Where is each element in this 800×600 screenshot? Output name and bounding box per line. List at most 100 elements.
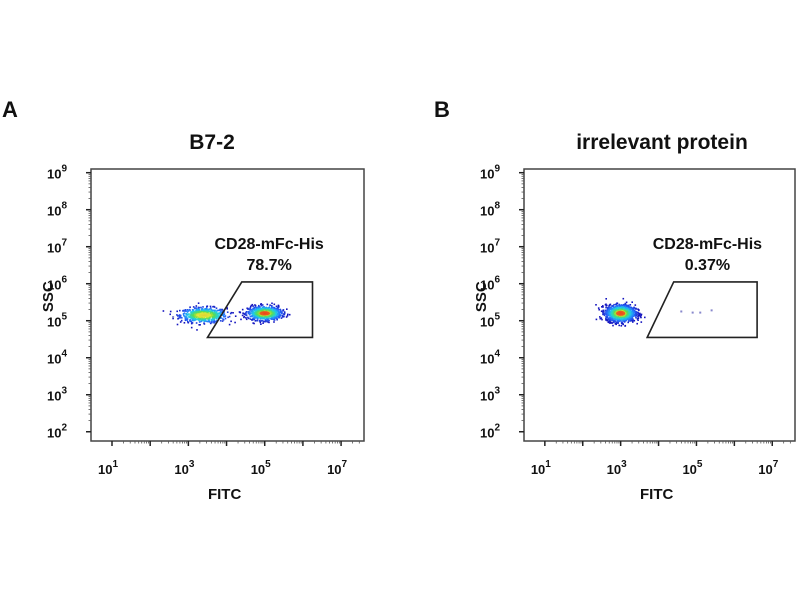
data-point bbox=[257, 312, 259, 314]
data-point bbox=[258, 319, 261, 322]
data-point bbox=[597, 307, 600, 309]
data-point bbox=[254, 307, 256, 310]
gate-polygon[interactable] bbox=[206, 281, 314, 339]
data-point bbox=[628, 309, 631, 312]
data-point bbox=[616, 305, 619, 307]
data-point bbox=[262, 322, 264, 324]
data-point bbox=[632, 307, 634, 309]
data-point bbox=[628, 308, 630, 311]
data-point bbox=[602, 313, 604, 315]
data-point bbox=[201, 308, 203, 310]
data-point bbox=[264, 317, 266, 320]
data-point bbox=[283, 311, 286, 313]
data-point bbox=[625, 319, 627, 322]
data-point bbox=[275, 307, 278, 310]
data-point bbox=[608, 309, 610, 312]
data-point bbox=[228, 323, 231, 326]
x-tick-label: 105 bbox=[682, 459, 702, 477]
data-point bbox=[254, 312, 256, 315]
data-point bbox=[622, 306, 625, 309]
y-tick-label: 103 bbox=[480, 386, 500, 404]
data-point bbox=[211, 309, 214, 311]
data-point bbox=[611, 307, 614, 310]
data-point bbox=[637, 317, 640, 319]
data-point bbox=[252, 313, 255, 316]
data-point bbox=[266, 315, 269, 317]
data-point bbox=[269, 311, 272, 314]
data-point bbox=[277, 304, 280, 307]
data-point bbox=[255, 307, 258, 309]
data-point bbox=[223, 313, 226, 316]
data-point bbox=[254, 320, 257, 322]
data-point bbox=[605, 316, 607, 318]
y-tick-label: 107 bbox=[480, 238, 500, 256]
data-point bbox=[254, 304, 256, 306]
data-point bbox=[632, 310, 634, 313]
data-point bbox=[618, 304, 620, 306]
data-point bbox=[629, 308, 631, 310]
data-point bbox=[631, 312, 634, 315]
data-point bbox=[258, 314, 260, 316]
data-point bbox=[631, 301, 633, 303]
data-point bbox=[207, 320, 210, 323]
data-point bbox=[608, 313, 611, 315]
data-point bbox=[637, 315, 639, 318]
data-point bbox=[629, 310, 631, 313]
data-point bbox=[249, 307, 252, 309]
data-point bbox=[621, 321, 623, 323]
data-point bbox=[260, 304, 263, 307]
gate-polygon[interactable] bbox=[645, 281, 758, 339]
data-point bbox=[253, 322, 255, 325]
data-point bbox=[209, 311, 212, 313]
data-point bbox=[250, 312, 252, 315]
data-point bbox=[271, 302, 273, 305]
data-point bbox=[213, 306, 216, 308]
data-point bbox=[277, 313, 279, 316]
data-point bbox=[249, 318, 252, 320]
data-point bbox=[197, 306, 200, 309]
data-point bbox=[209, 317, 211, 320]
data-point bbox=[253, 306, 256, 309]
data-point bbox=[639, 312, 641, 315]
outlier-point bbox=[710, 309, 713, 312]
data-point bbox=[195, 308, 198, 311]
scatter-points bbox=[595, 297, 713, 327]
data-point bbox=[614, 318, 616, 320]
data-point bbox=[286, 315, 289, 317]
data-point bbox=[613, 307, 615, 310]
data-point bbox=[177, 318, 179, 320]
data-point bbox=[269, 309, 271, 312]
data-point bbox=[638, 313, 641, 316]
data-point bbox=[288, 313, 291, 316]
data-point bbox=[631, 317, 634, 320]
data-point bbox=[187, 313, 189, 315]
data-point bbox=[619, 307, 621, 309]
data-point bbox=[637, 309, 640, 311]
data-point bbox=[271, 306, 273, 308]
y-tick-label: 108 bbox=[480, 201, 500, 219]
data-point bbox=[634, 304, 637, 306]
data-point bbox=[614, 306, 617, 308]
data-point bbox=[192, 318, 194, 321]
data-point bbox=[191, 309, 194, 311]
data-point bbox=[274, 313, 276, 316]
data-point bbox=[219, 317, 222, 319]
data-point bbox=[254, 311, 256, 314]
data-point bbox=[194, 314, 197, 316]
data-point bbox=[269, 304, 271, 306]
data-point bbox=[253, 309, 255, 312]
data-point bbox=[191, 316, 193, 318]
data-point bbox=[617, 316, 620, 318]
data-point bbox=[200, 320, 203, 323]
data-point bbox=[251, 313, 254, 315]
data-point bbox=[243, 312, 245, 315]
data-point bbox=[228, 315, 231, 318]
data-point bbox=[214, 313, 216, 316]
data-point bbox=[201, 318, 204, 320]
data-point bbox=[621, 318, 623, 321]
data-point bbox=[187, 321, 189, 323]
data-point bbox=[612, 310, 615, 313]
data-point bbox=[262, 314, 265, 317]
data-point bbox=[627, 321, 629, 324]
data-point bbox=[625, 301, 628, 304]
